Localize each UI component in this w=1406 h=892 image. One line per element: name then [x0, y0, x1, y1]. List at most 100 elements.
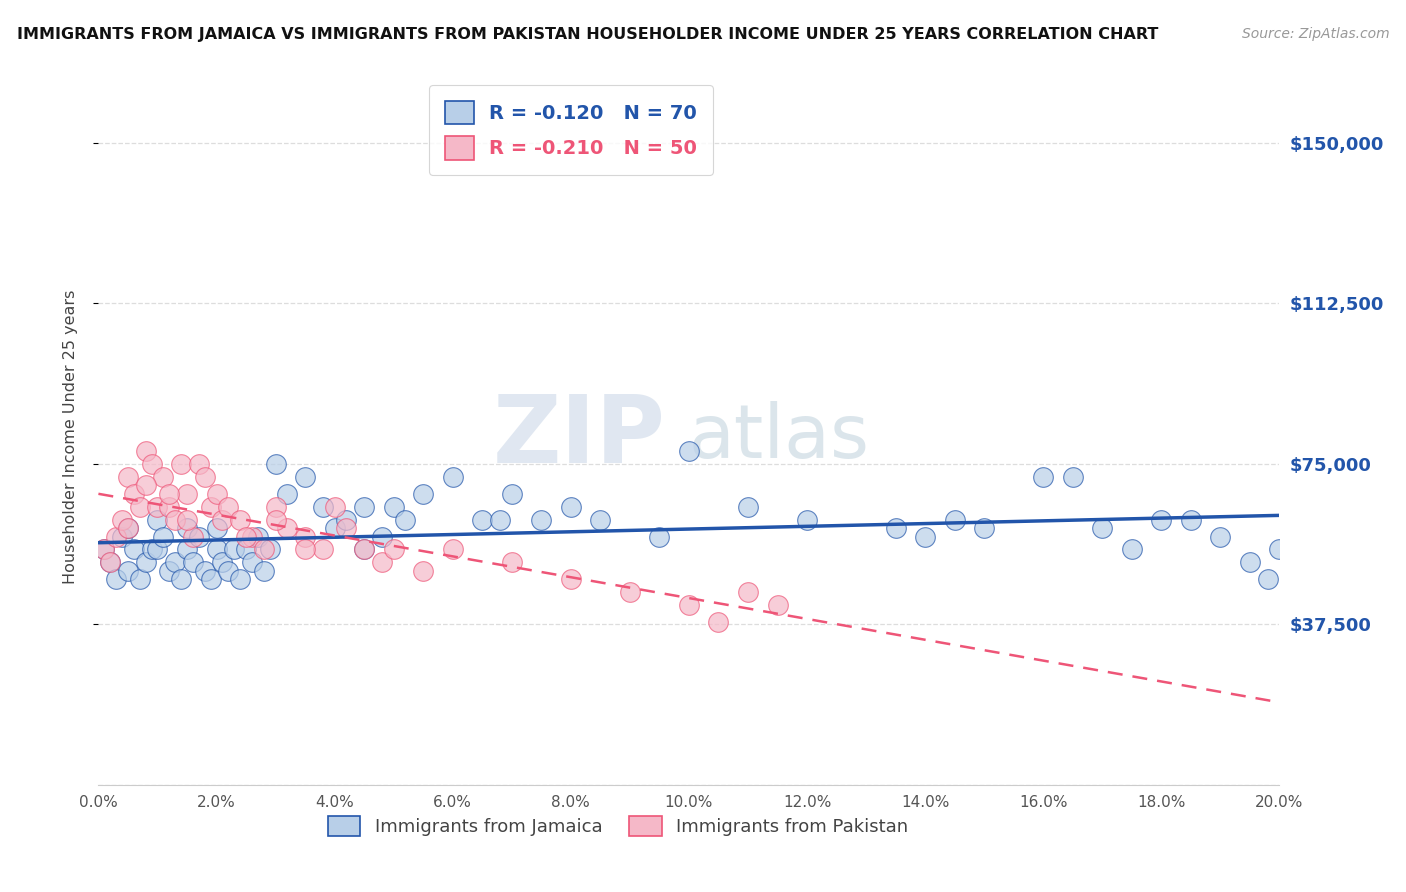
- Point: [205, 542, 228, 557]
- Point: [205, 521, 228, 535]
- Point: [1180, 512, 1202, 526]
- Point: [589, 512, 612, 526]
- Point: [128, 500, 150, 514]
- Point: [187, 530, 209, 544]
- Point: [914, 530, 936, 544]
- Point: [264, 500, 287, 514]
- Point: [707, 615, 730, 630]
- Point: [737, 500, 759, 514]
- Point: [276, 521, 298, 535]
- Point: [412, 564, 434, 578]
- Point: [194, 469, 217, 483]
- Point: [117, 521, 139, 535]
- Point: [152, 530, 174, 544]
- Point: [146, 542, 169, 557]
- Point: [253, 564, 276, 578]
- Point: [152, 469, 174, 483]
- Point: [501, 487, 523, 501]
- Point: [165, 512, 187, 526]
- Point: [111, 530, 134, 544]
- Point: [98, 555, 121, 569]
- Text: Source: ZipAtlas.com: Source: ZipAtlas.com: [1241, 27, 1389, 41]
- Text: atlas: atlas: [689, 401, 870, 474]
- Point: [737, 585, 759, 599]
- Point: [117, 469, 139, 483]
- Point: [117, 564, 139, 578]
- Point: [441, 469, 464, 483]
- Point: [240, 555, 263, 569]
- Text: ZIP: ZIP: [492, 391, 665, 483]
- Point: [93, 542, 115, 557]
- Point: [122, 542, 145, 557]
- Point: [766, 598, 789, 612]
- Point: [394, 512, 416, 526]
- Point: [170, 573, 193, 587]
- Point: [412, 487, 434, 501]
- Point: [353, 500, 375, 514]
- Point: [187, 457, 209, 471]
- Point: [648, 530, 671, 544]
- Point: [264, 512, 287, 526]
- Point: [678, 598, 700, 612]
- Legend: Immigrants from Jamaica, Immigrants from Pakistan: Immigrants from Jamaica, Immigrants from…: [319, 806, 918, 846]
- Point: [146, 512, 169, 526]
- Point: [264, 457, 287, 471]
- Point: [157, 500, 180, 514]
- Point: [1239, 555, 1261, 569]
- Point: [619, 585, 641, 599]
- Point: [194, 564, 217, 578]
- Point: [1091, 521, 1114, 535]
- Point: [1209, 530, 1232, 544]
- Point: [371, 555, 394, 569]
- Point: [141, 457, 163, 471]
- Point: [176, 521, 198, 535]
- Point: [323, 521, 346, 535]
- Point: [235, 542, 257, 557]
- Point: [157, 487, 180, 501]
- Point: [229, 512, 252, 526]
- Point: [205, 487, 228, 501]
- Point: [128, 573, 150, 587]
- Point: [441, 542, 464, 557]
- Point: [211, 512, 233, 526]
- Point: [1268, 542, 1291, 557]
- Text: IMMIGRANTS FROM JAMAICA VS IMMIGRANTS FROM PAKISTAN HOUSEHOLDER INCOME UNDER 25 : IMMIGRANTS FROM JAMAICA VS IMMIGRANTS FR…: [17, 27, 1159, 42]
- Point: [1032, 469, 1054, 483]
- Point: [489, 512, 512, 526]
- Point: [98, 555, 121, 569]
- Point: [181, 555, 204, 569]
- Point: [560, 573, 582, 587]
- Point: [176, 512, 198, 526]
- Point: [796, 512, 818, 526]
- Point: [973, 521, 995, 535]
- Point: [312, 500, 335, 514]
- Point: [1257, 573, 1279, 587]
- Point: [294, 542, 316, 557]
- Point: [294, 530, 316, 544]
- Point: [335, 512, 357, 526]
- Point: [235, 530, 257, 544]
- Point: [1150, 512, 1173, 526]
- Point: [1062, 469, 1084, 483]
- Point: [170, 457, 193, 471]
- Point: [224, 542, 246, 557]
- Point: [135, 444, 157, 458]
- Point: [884, 521, 907, 535]
- Point: [323, 500, 346, 514]
- Point: [135, 555, 157, 569]
- Point: [294, 469, 316, 483]
- Point: [93, 542, 115, 557]
- Point: [353, 542, 375, 557]
- Point: [382, 542, 405, 557]
- Point: [276, 487, 298, 501]
- Point: [165, 555, 187, 569]
- Point: [141, 542, 163, 557]
- Point: [371, 530, 394, 544]
- Point: [253, 542, 276, 557]
- Point: [181, 530, 204, 544]
- Point: [176, 542, 198, 557]
- Point: [135, 478, 157, 492]
- Point: [246, 530, 269, 544]
- Point: [211, 555, 233, 569]
- Point: [530, 512, 553, 526]
